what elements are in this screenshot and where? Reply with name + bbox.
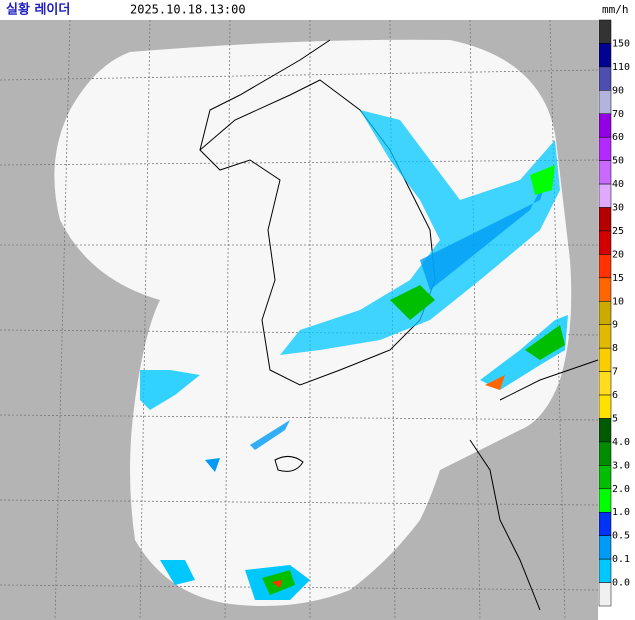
legend-swatch <box>598 558 612 583</box>
legend-label: 0.1 <box>612 554 630 565</box>
legend-label: 30 <box>612 203 624 214</box>
legend-swatch <box>598 324 612 349</box>
legend-label: 9 <box>612 320 618 331</box>
legend-label: 7 <box>612 367 618 378</box>
legend-swatch <box>598 90 612 115</box>
legend-swatch <box>598 535 612 560</box>
title: 실황 레이더 <box>6 2 70 18</box>
legend-swatch <box>598 371 612 396</box>
legend-swatch <box>598 230 612 255</box>
legend-swatch <box>598 183 612 208</box>
legend-label: 90 <box>612 85 624 96</box>
legend-swatch <box>598 511 612 536</box>
timestamp: 2025.10.18.13:00 <box>130 3 246 17</box>
legend-label: 40 <box>612 179 624 190</box>
legend-swatch <box>598 43 612 68</box>
legend-label: 60 <box>612 132 624 143</box>
legend-label: 5 <box>612 413 618 424</box>
legend-swatch <box>598 254 612 279</box>
map <box>0 19 599 620</box>
legend-swatch <box>598 582 612 607</box>
legend-swatch <box>598 136 612 161</box>
legend-label: 150 <box>612 38 630 49</box>
legend-label: 2.0 <box>612 484 630 495</box>
legend-label: 6 <box>612 390 618 401</box>
legend-swatch <box>598 66 612 91</box>
legend-swatch <box>598 113 612 138</box>
legend-label: 1.0 <box>612 507 630 518</box>
precipitation <box>140 110 568 600</box>
legend-label: 110 <box>612 62 630 73</box>
legend-swatch <box>598 160 612 185</box>
legend-label: 70 <box>612 109 624 120</box>
coastlines <box>199 39 599 611</box>
legend-swatch <box>598 19 612 44</box>
unit: mm/h <box>602 3 629 16</box>
legend-swatch <box>598 394 612 419</box>
legend-label: 50 <box>612 156 624 167</box>
legend-label: 15 <box>612 273 624 284</box>
legend-label: 8 <box>612 343 618 354</box>
legend-label: 3.0 <box>612 460 630 471</box>
legend-label: 25 <box>612 226 624 237</box>
legend-swatch <box>598 207 612 232</box>
legend-label: 20 <box>612 249 624 260</box>
legend-swatch <box>598 488 612 513</box>
legend-swatch <box>598 277 612 302</box>
legend-label: 4.0 <box>612 437 630 448</box>
legend-swatch <box>598 441 612 466</box>
legend-label: 0.5 <box>612 531 630 542</box>
legend-label: 10 <box>612 296 624 307</box>
legend-swatch <box>598 418 612 443</box>
legend-swatch <box>598 347 612 372</box>
legend: 150 110 90 70 60 50 40 30 25 20 15 10 9 8 7 6 5 4.0 3.0 2.0… <box>598 19 630 607</box>
legend-swatch <box>598 301 612 325</box>
legend-swatch <box>598 465 612 490</box>
legend-label: 0.0 <box>612 578 630 589</box>
header-bar <box>0 0 635 20</box>
